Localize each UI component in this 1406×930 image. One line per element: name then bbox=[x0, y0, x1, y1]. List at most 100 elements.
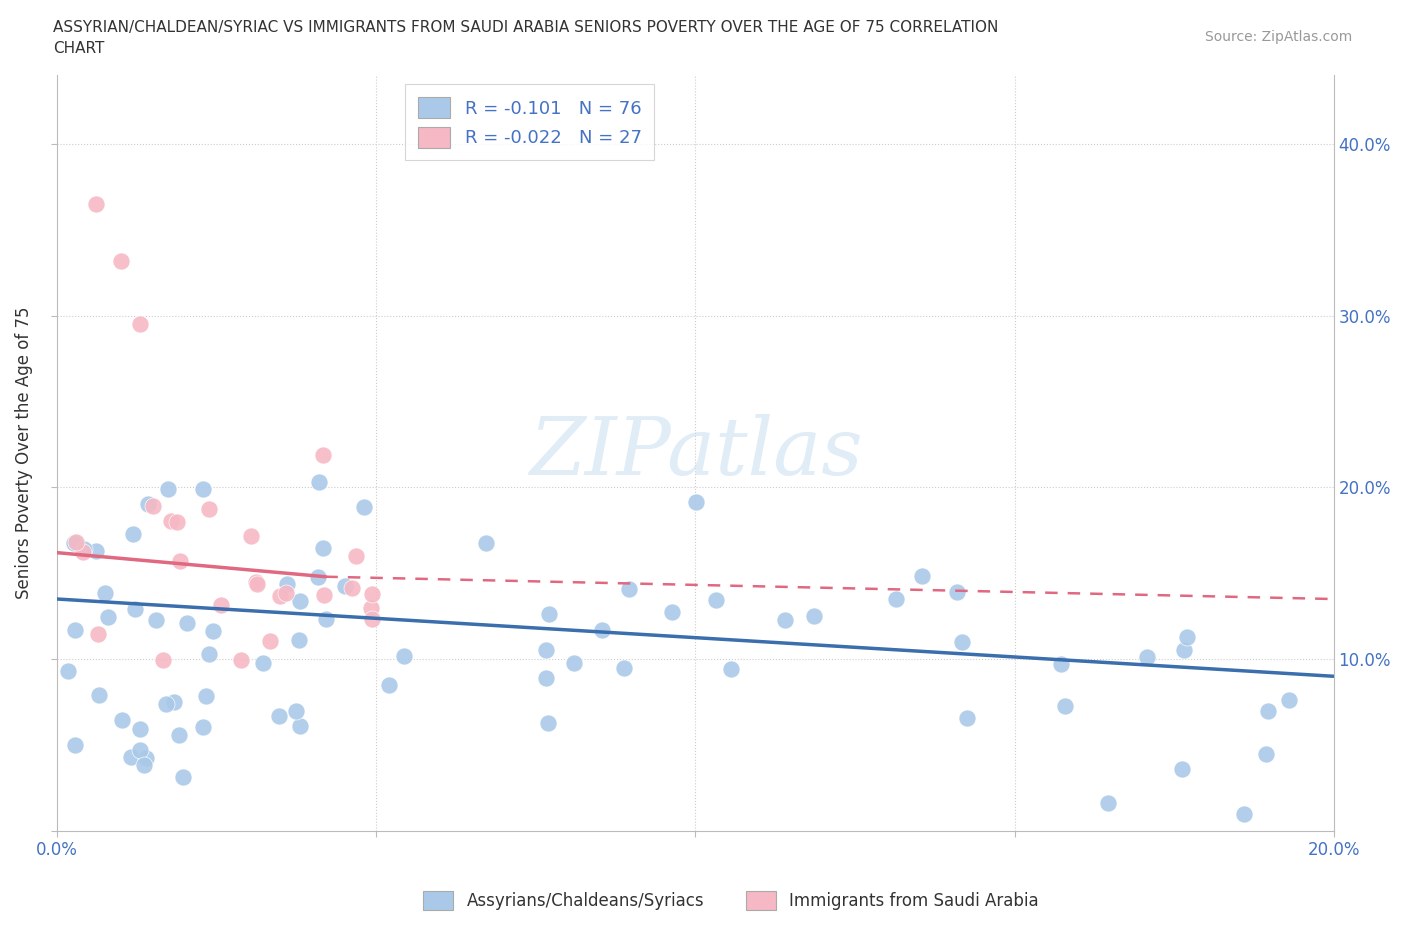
Point bbox=[269, 588, 291, 603]
Point bbox=[950, 635, 973, 650]
Point bbox=[87, 687, 110, 702]
Point bbox=[163, 695, 186, 710]
Point bbox=[288, 594, 311, 609]
Point bbox=[353, 499, 375, 514]
Point bbox=[172, 769, 194, 784]
Point bbox=[1256, 747, 1278, 762]
Point bbox=[195, 689, 218, 704]
Point bbox=[1175, 630, 1198, 644]
Y-axis label: Seniors Poverty Over the Age of 75: Seniors Poverty Over the Age of 75 bbox=[15, 307, 32, 599]
Point bbox=[124, 602, 146, 617]
Legend: R = -0.101   N = 76, R = -0.022   N = 27: R = -0.101 N = 76, R = -0.022 N = 27 bbox=[405, 85, 654, 161]
Point bbox=[340, 581, 363, 596]
Point bbox=[86, 543, 108, 558]
Text: Source: ZipAtlas.com: Source: ZipAtlas.com bbox=[1205, 30, 1353, 44]
Point bbox=[946, 584, 969, 599]
Point bbox=[122, 527, 145, 542]
Point bbox=[198, 646, 221, 661]
Point bbox=[155, 697, 177, 711]
Point bbox=[156, 482, 179, 497]
Point bbox=[619, 582, 641, 597]
Point bbox=[591, 622, 613, 637]
Point bbox=[613, 660, 636, 675]
Point bbox=[97, 609, 120, 624]
Point bbox=[129, 722, 152, 737]
Point bbox=[704, 592, 727, 607]
Point bbox=[287, 632, 309, 647]
Point bbox=[252, 656, 274, 671]
Point bbox=[661, 604, 683, 619]
Point bbox=[312, 447, 335, 462]
Point bbox=[1173, 642, 1195, 657]
Point bbox=[239, 528, 262, 543]
Point bbox=[534, 643, 557, 658]
Point bbox=[307, 569, 329, 584]
Point bbox=[129, 742, 152, 757]
Point bbox=[56, 663, 79, 678]
Point bbox=[360, 586, 382, 601]
Point bbox=[209, 598, 232, 613]
Point bbox=[312, 540, 335, 555]
Point bbox=[360, 601, 382, 616]
Point bbox=[392, 648, 415, 663]
Point bbox=[202, 624, 225, 639]
Point bbox=[62, 536, 84, 551]
Point bbox=[191, 482, 214, 497]
Point bbox=[720, 661, 742, 676]
Point bbox=[538, 606, 561, 621]
Point bbox=[87, 627, 110, 642]
Point bbox=[142, 498, 165, 513]
Point bbox=[110, 253, 132, 268]
Point bbox=[111, 712, 134, 727]
Text: ZIPatlas: ZIPatlas bbox=[529, 415, 862, 492]
Point bbox=[775, 613, 797, 628]
Point bbox=[120, 750, 142, 764]
Point bbox=[136, 497, 159, 512]
Point bbox=[1136, 649, 1159, 664]
Point bbox=[191, 720, 214, 735]
Point bbox=[159, 513, 181, 528]
Point bbox=[176, 616, 198, 631]
Point bbox=[685, 495, 707, 510]
Point bbox=[884, 592, 907, 607]
Point bbox=[84, 197, 107, 212]
Point bbox=[308, 474, 330, 489]
Point bbox=[1053, 698, 1076, 713]
Point bbox=[911, 568, 934, 583]
Point bbox=[1257, 703, 1279, 718]
Point bbox=[135, 751, 157, 765]
Point bbox=[312, 588, 335, 603]
Point bbox=[167, 727, 190, 742]
Point bbox=[537, 716, 560, 731]
Point bbox=[803, 608, 825, 623]
Legend: Assyrians/Chaldeans/Syriacs, Immigrants from Saudi Arabia: Assyrians/Chaldeans/Syriacs, Immigrants … bbox=[416, 884, 1046, 917]
Point bbox=[145, 613, 167, 628]
Point bbox=[333, 578, 356, 593]
Point bbox=[361, 611, 384, 626]
Point bbox=[246, 577, 269, 591]
Point bbox=[377, 678, 399, 693]
Point bbox=[73, 541, 96, 556]
Point bbox=[1171, 762, 1194, 777]
Point bbox=[169, 553, 191, 568]
Point bbox=[245, 575, 267, 590]
Point bbox=[1050, 657, 1073, 671]
Point bbox=[562, 656, 585, 671]
Point bbox=[284, 704, 307, 719]
Point bbox=[152, 653, 174, 668]
Point bbox=[94, 586, 117, 601]
Point bbox=[129, 317, 152, 332]
Point bbox=[288, 719, 311, 734]
Point bbox=[315, 612, 337, 627]
Point bbox=[534, 671, 557, 685]
Text: CHART: CHART bbox=[53, 41, 105, 56]
Point bbox=[65, 622, 87, 637]
Text: ASSYRIAN/CHALDEAN/SYRIAC VS IMMIGRANTS FROM SAUDI ARABIA SENIORS POVERTY OVER TH: ASSYRIAN/CHALDEAN/SYRIAC VS IMMIGRANTS F… bbox=[53, 20, 998, 35]
Point bbox=[267, 708, 290, 723]
Point bbox=[1097, 795, 1119, 810]
Point bbox=[956, 711, 979, 725]
Point bbox=[65, 535, 87, 550]
Point bbox=[276, 586, 298, 601]
Point bbox=[229, 652, 252, 667]
Point bbox=[259, 634, 281, 649]
